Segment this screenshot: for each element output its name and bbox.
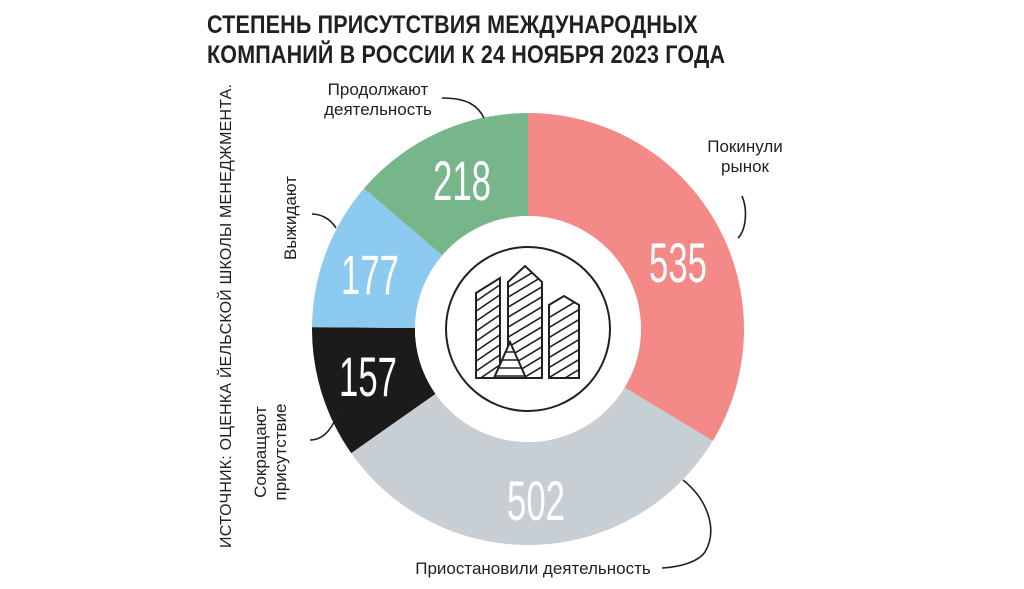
- donut-slices: [312, 113, 744, 545]
- category-labels: Покинули рынок Приостановили деятельность С…: [251, 80, 783, 578]
- category-label-0-line-0: Покинули: [707, 137, 783, 156]
- slice-4: [364, 113, 528, 256]
- value-label-3: 177: [341, 244, 399, 307]
- category-label-3-line-0: Выжидают: [281, 176, 300, 260]
- value-label-2: 157: [339, 346, 397, 409]
- category-label-2: Сокращаютприсутствие: [251, 403, 290, 500]
- leader-line-4: [441, 97, 485, 119]
- chart-title-line-2: КОМПАНИЙ В РОССИИ К 24 НОЯБРЯ 2023 ГОДА: [207, 41, 726, 69]
- leader-line-0: [737, 195, 747, 239]
- category-label-2-line-1: присутствие: [271, 403, 290, 500]
- category-label-3: Выжидают: [281, 176, 300, 260]
- category-label-4: Продолжают деятельность: [324, 80, 432, 119]
- slice-0: [528, 113, 744, 441]
- slice-2: [312, 327, 436, 454]
- category-label-1: Приостановили деятельность: [415, 559, 651, 578]
- value-label-4: 218: [433, 150, 491, 213]
- value-label-0: 535: [649, 232, 707, 295]
- category-label-1-line-0: Приостановили деятельность: [415, 559, 651, 578]
- leader-line-3: [311, 213, 337, 229]
- leader-lines: [309, 97, 747, 569]
- value-labels: 535 502 157 177 218: [339, 150, 707, 533]
- leader-line-2: [309, 409, 339, 441]
- center-hole: [415, 216, 641, 442]
- center-ring: [445, 246, 611, 412]
- slice-1: [351, 387, 713, 545]
- skyscrapers-icon: [475, 264, 580, 379]
- category-label-4-line-1: деятельность: [324, 100, 432, 119]
- category-label-2-line-0: Сокращают: [251, 406, 270, 498]
- chart-title: СТЕПЕНЬ ПРИСУТСТВИЯ МЕЖДУНАРОДНЫХ КОМПАН…: [207, 10, 725, 70]
- value-label-1: 502: [507, 470, 565, 533]
- leader-line-1: [661, 479, 712, 569]
- category-label-4-line-0: Продолжают: [328, 80, 429, 99]
- chart-title-line-1: СТЕПЕНЬ ПРИСУТСТВИЯ МЕЖДУНАРОДНЫХ: [207, 11, 698, 39]
- category-label-0-line-1: рынок: [721, 157, 770, 176]
- category-label-0: Покинули рынок: [707, 137, 783, 176]
- center-badge: [415, 216, 641, 442]
- slice-3: [312, 188, 443, 328]
